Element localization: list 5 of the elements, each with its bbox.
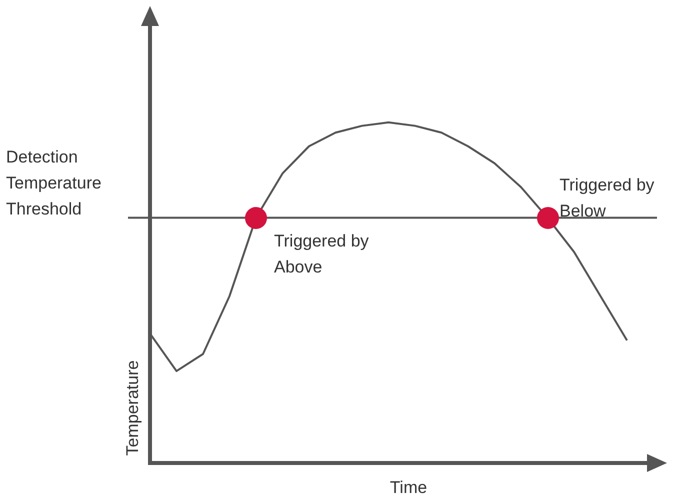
annotation: Triggered by Above [274, 231, 370, 276]
x-axis-title: Time [390, 478, 428, 497]
annotation: Triggered by Below [560, 175, 655, 220]
y-axis-title: Temperature [123, 360, 142, 456]
ref-line-label: Detection Temperature Threshold [6, 147, 102, 218]
